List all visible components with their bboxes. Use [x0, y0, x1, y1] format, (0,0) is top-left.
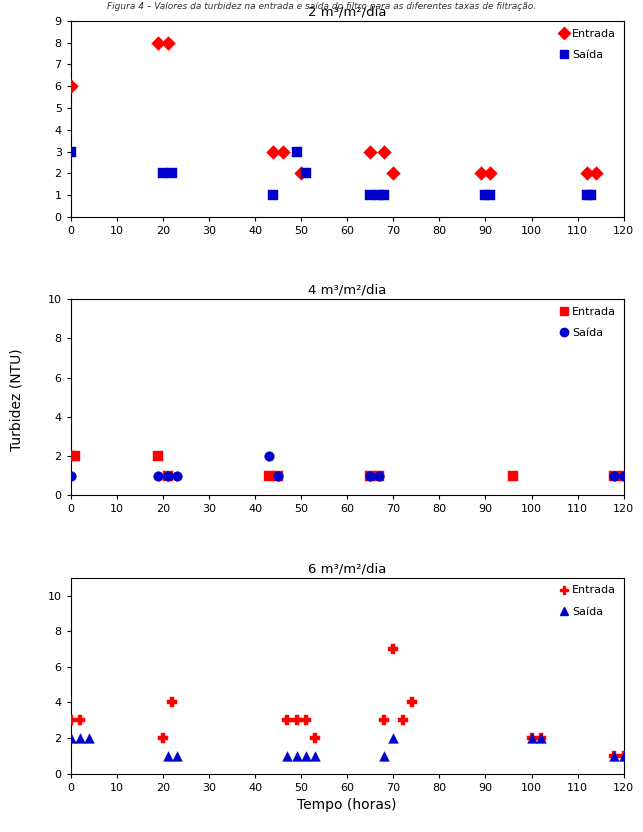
Point [619, 750, 629, 763]
Point [167, 696, 177, 709]
Point [273, 469, 284, 483]
Point [162, 750, 172, 763]
Point [388, 642, 399, 656]
Point [610, 469, 620, 483]
Point [406, 696, 417, 709]
Point [291, 145, 302, 158]
Point [610, 750, 620, 763]
Legend: Entrada, Saída: Entrada, Saída [556, 303, 620, 343]
Point [388, 731, 399, 745]
Point [379, 750, 389, 763]
Point [172, 750, 182, 763]
Point [300, 714, 311, 727]
Point [485, 188, 495, 201]
Point [153, 449, 163, 463]
Point [619, 469, 629, 483]
Point [610, 750, 620, 763]
Point [379, 188, 389, 201]
Point [536, 731, 546, 745]
Point [66, 469, 76, 483]
Title: 6 m³/m²/dia: 6 m³/m²/dia [308, 562, 386, 575]
Point [619, 469, 629, 483]
Point [365, 188, 376, 201]
Point [264, 469, 274, 483]
Point [374, 469, 385, 483]
Point [153, 469, 163, 483]
Point [66, 80, 76, 93]
Point [75, 731, 85, 745]
Point [619, 750, 629, 763]
Point [84, 731, 95, 745]
Point [591, 166, 601, 180]
Point [264, 449, 274, 463]
Point [162, 36, 172, 49]
Point [374, 469, 385, 483]
Point [527, 731, 537, 745]
Text: Figura 4 – Valores da turbidez na entrada e saída do filtro para as diferentes t: Figura 4 – Valores da turbidez na entrad… [107, 2, 536, 12]
Point [397, 714, 408, 727]
Point [508, 469, 518, 483]
Point [365, 469, 376, 483]
Point [268, 188, 278, 201]
Point [586, 188, 597, 201]
Point [365, 145, 376, 158]
Point [582, 188, 592, 201]
Point [296, 166, 306, 180]
Point [282, 714, 293, 727]
Point [162, 469, 172, 483]
Point [162, 469, 172, 483]
Point [278, 145, 288, 158]
Point [158, 166, 168, 180]
Point [388, 166, 399, 180]
Point [273, 469, 284, 483]
Point [282, 750, 293, 763]
Point [70, 449, 80, 463]
Point [158, 731, 168, 745]
Point [310, 750, 320, 763]
Point [268, 145, 278, 158]
Point [582, 166, 592, 180]
Point [300, 750, 311, 763]
Point [66, 145, 76, 158]
Title: 4 m³/m²/dia: 4 m³/m²/dia [308, 284, 386, 297]
Point [291, 714, 302, 727]
Point [365, 469, 376, 483]
X-axis label: Tempo (horas): Tempo (horas) [298, 799, 397, 812]
Point [66, 449, 76, 463]
Point [66, 714, 76, 727]
Point [300, 166, 311, 180]
Point [374, 188, 385, 201]
Point [610, 469, 620, 483]
Point [167, 166, 177, 180]
Point [480, 188, 491, 201]
Point [379, 145, 389, 158]
Legend: Entrada, Saída: Entrada, Saída [556, 24, 620, 64]
Title: 2 m³/m²/dia: 2 m³/m²/dia [308, 5, 386, 18]
Point [172, 469, 182, 483]
Point [536, 731, 546, 745]
Point [75, 714, 85, 727]
Point [527, 731, 537, 745]
Point [66, 731, 76, 745]
Point [291, 750, 302, 763]
Point [153, 36, 163, 49]
Point [476, 166, 486, 180]
Point [485, 166, 495, 180]
Point [310, 731, 320, 745]
Text: Turbidez (NTU): Turbidez (NTU) [9, 348, 23, 451]
Legend: Entrada, Saída: Entrada, Saída [556, 581, 620, 621]
Point [379, 714, 389, 727]
